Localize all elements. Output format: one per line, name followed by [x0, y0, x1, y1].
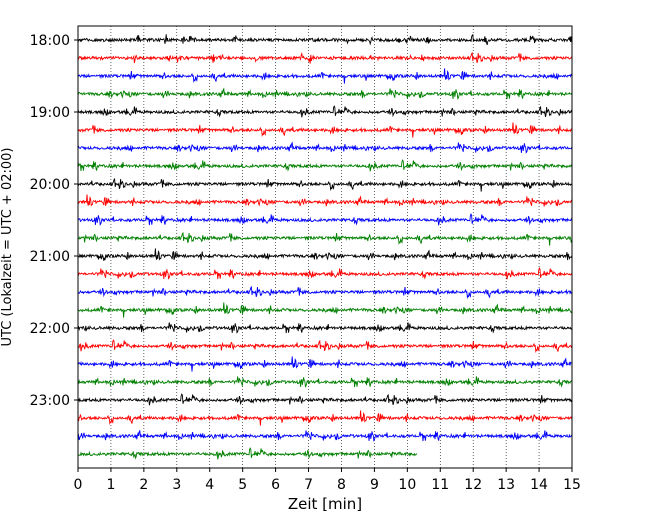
trace-row	[77, 285, 573, 299]
trace-row	[77, 177, 573, 192]
x-tick-label: 12	[464, 477, 482, 493]
x-tick-label: 15	[563, 477, 581, 493]
x-tick-label: 0	[74, 477, 83, 493]
x-tick-label: 10	[398, 477, 416, 493]
y-tick-label: 20:00	[30, 177, 70, 193]
x-axis-label: Zeit [min]	[288, 495, 362, 513]
trace-row	[77, 122, 573, 138]
trace-row	[77, 339, 573, 353]
x-tick-label: 2	[139, 477, 148, 493]
vertical-grid	[110, 26, 540, 468]
trace-row	[77, 356, 572, 372]
trace-row	[77, 87, 573, 100]
trace-row	[77, 393, 573, 406]
x-tick-label: 6	[271, 477, 280, 493]
trace-row	[77, 376, 573, 388]
trace-row	[77, 410, 573, 426]
x-tick-label: 11	[431, 477, 449, 493]
trace-row	[77, 267, 573, 280]
x-tick-label: 14	[530, 477, 548, 493]
x-tick-label: 1	[106, 477, 115, 493]
trace-row	[77, 248, 573, 261]
x-tick-label: 7	[304, 477, 313, 493]
x-tick-label: 4	[205, 477, 214, 493]
x-tick-label: 9	[370, 477, 379, 493]
x-tick-label: 13	[497, 477, 515, 493]
trace-row	[77, 231, 573, 246]
trace-row	[77, 141, 573, 154]
x-tick-label: 5	[238, 477, 247, 493]
x-axis-ticks: 0 1 2 3 4 5 6 7 8 9 10 11 12 13 14 15	[74, 468, 581, 493]
y-tick-label: 19:00	[30, 105, 70, 121]
trace-row	[77, 194, 573, 207]
trace-row	[77, 429, 573, 442]
seismic-traces	[77, 33, 573, 460]
y-axis-label: UTC (Lokalzeit = UTC + 02:00)	[0, 148, 15, 347]
plot-frame	[77, 25, 573, 469]
trace-row	[77, 213, 573, 226]
y-tick-label: 21:00	[30, 249, 70, 265]
trace-row	[77, 33, 573, 46]
y-axis-ticks: 18:00 19:00 20:00 21:00 22:00 23:00	[30, 33, 78, 409]
y-tick-label: 23:00	[30, 393, 70, 409]
trace-row	[77, 105, 573, 118]
trace-row	[77, 68, 573, 84]
trace-row	[77, 322, 572, 334]
trace-row	[77, 447, 418, 460]
trace-row	[77, 302, 573, 318]
y-tick-label: 18:00	[30, 33, 70, 49]
x-tick-label: 3	[172, 477, 181, 493]
trace-row	[77, 159, 573, 172]
y-tick-label: 22:00	[30, 321, 70, 337]
x-tick-label: 8	[337, 477, 346, 493]
trace-row	[77, 51, 573, 64]
